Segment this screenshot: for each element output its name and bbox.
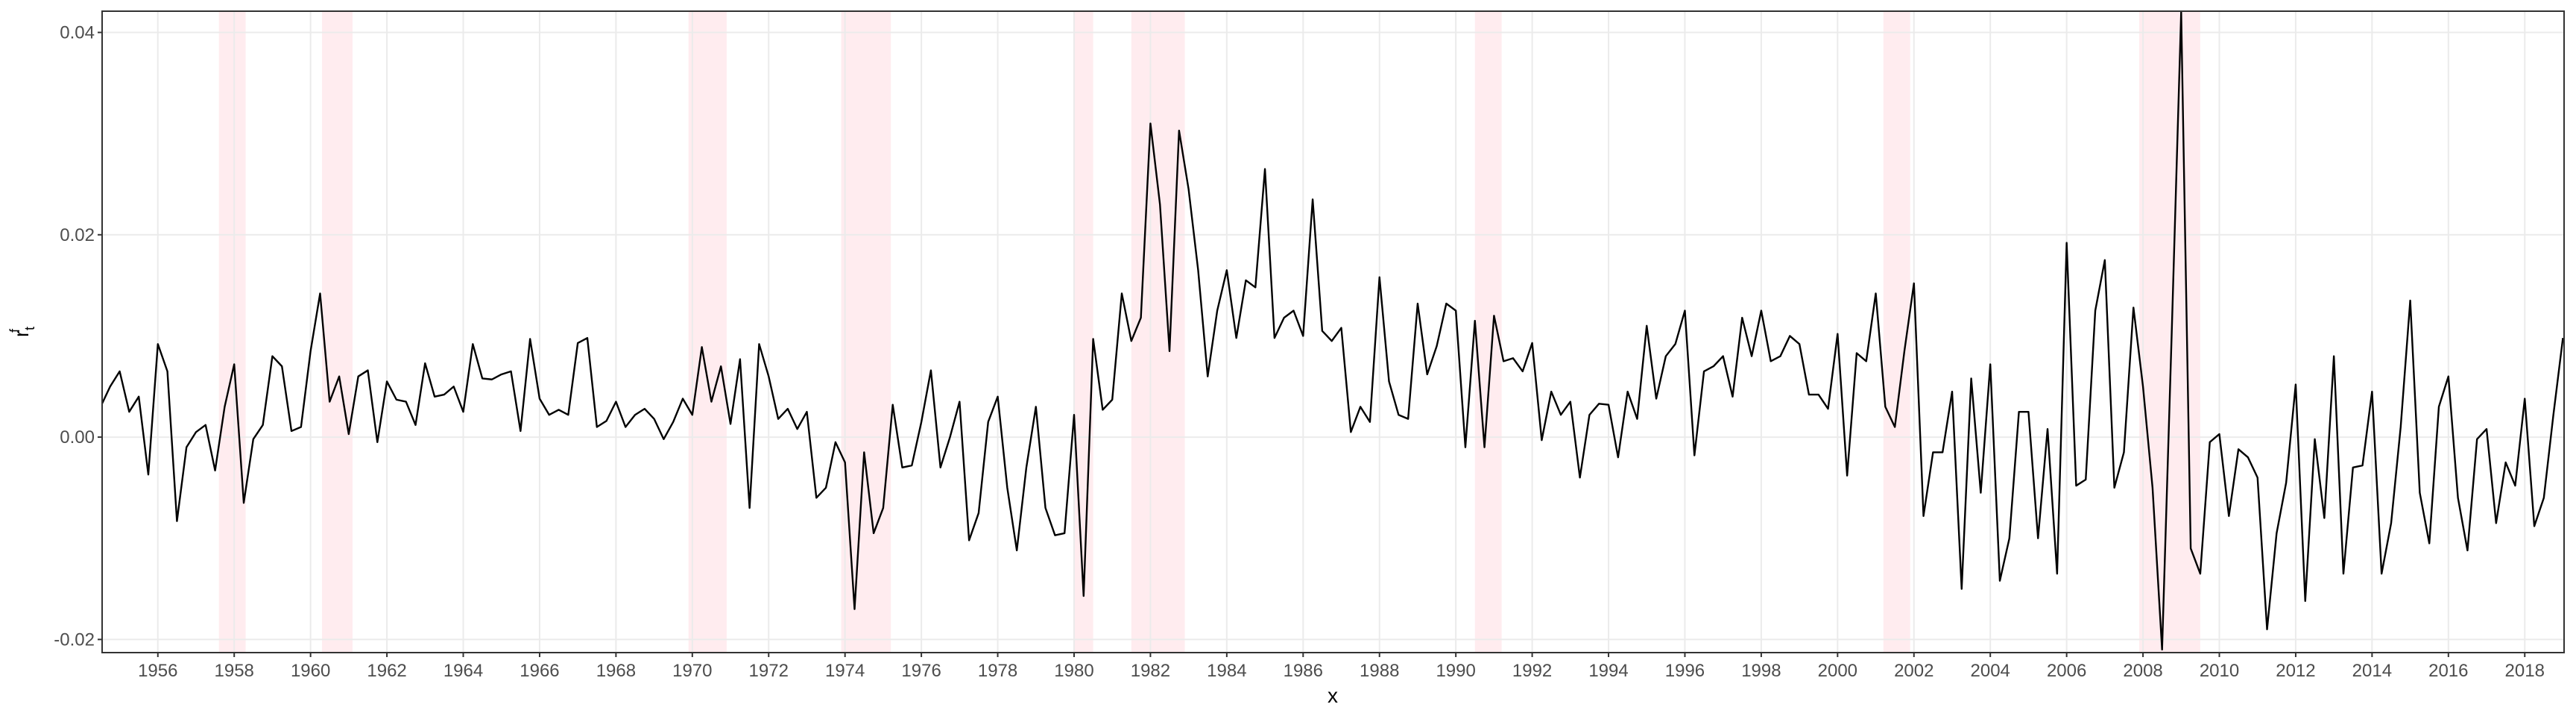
grid-layer (102, 11, 2564, 653)
series-line (102, 11, 2564, 651)
x-tick-label: 1958 (215, 661, 254, 681)
x-tick-label: 1990 (1436, 661, 1475, 681)
x-tick-label: 1978 (978, 661, 1017, 681)
x-tick-label: 2012 (2276, 661, 2315, 681)
x-tick-label: 1994 (1588, 661, 1628, 681)
x-tick-label: 1986 (1284, 661, 1323, 681)
recession-band (1073, 11, 1093, 653)
recession-band (688, 11, 727, 653)
recession-band (1883, 11, 1910, 653)
y-tick-label: 0.00 (60, 427, 95, 448)
x-tick-label: 1968 (596, 661, 636, 681)
x-tick-label: 1970 (672, 661, 712, 681)
plot-border (101, 10, 2565, 653)
y-axis-title-sup: f (7, 328, 22, 333)
shade-layer (218, 11, 2200, 653)
x-tick-label: 2000 (1818, 661, 1857, 681)
x-tick-label: 1964 (443, 661, 483, 681)
x-tick-label: 2002 (1894, 661, 1933, 681)
x-tick-label: 1962 (367, 661, 406, 681)
recession-band (322, 11, 353, 653)
y-tick-label: 0.02 (60, 225, 95, 245)
x-axis-title: x (1328, 684, 1338, 707)
x-tick-label: 1966 (520, 661, 559, 681)
y-tick-label: 0.04 (60, 22, 95, 43)
line-layer (102, 11, 2564, 651)
y-tick-label: -0.02 (54, 629, 95, 650)
recession-band (1131, 11, 1185, 653)
x-tick-label: 2014 (2352, 661, 2392, 681)
x-tick-label: 1988 (1360, 661, 1399, 681)
x-tick-label: 2006 (2047, 661, 2086, 681)
x-tick-label: 2008 (2123, 661, 2162, 681)
x-tick-label: 2010 (2200, 661, 2239, 681)
axis-layer: 1956 1958 1960 1962 1964 1966 1968 1970 1972 1974… (54, 22, 2545, 681)
x-tick-label: 2004 (1971, 661, 2010, 681)
y-axis-title: rtf (7, 327, 37, 337)
recession-band (2138, 11, 2200, 653)
x-tick-label: 1956 (138, 661, 177, 681)
x-tick-label: 1996 (1665, 661, 1705, 681)
recession-band (841, 11, 891, 653)
x-tick-label: 1992 (1512, 661, 1552, 681)
x-tick-label: 1976 (901, 661, 941, 681)
x-tick-label: 1982 (1131, 661, 1170, 681)
x-tick-label: 2018 (2505, 661, 2545, 681)
recession-band (218, 11, 246, 653)
x-tick-label: 1984 (1207, 661, 1246, 681)
x-tick-label: 1960 (291, 661, 330, 681)
y-axis-title-sub: t (22, 327, 37, 330)
x-tick-label: 1972 (749, 661, 789, 681)
x-tick-label: 1998 (1741, 661, 1781, 681)
x-tick-label: 1980 (1054, 661, 1093, 681)
x-tick-label: 2016 (2428, 661, 2468, 681)
x-tick-label: 1974 (825, 661, 865, 681)
y-axis-title-base: r (10, 330, 33, 337)
